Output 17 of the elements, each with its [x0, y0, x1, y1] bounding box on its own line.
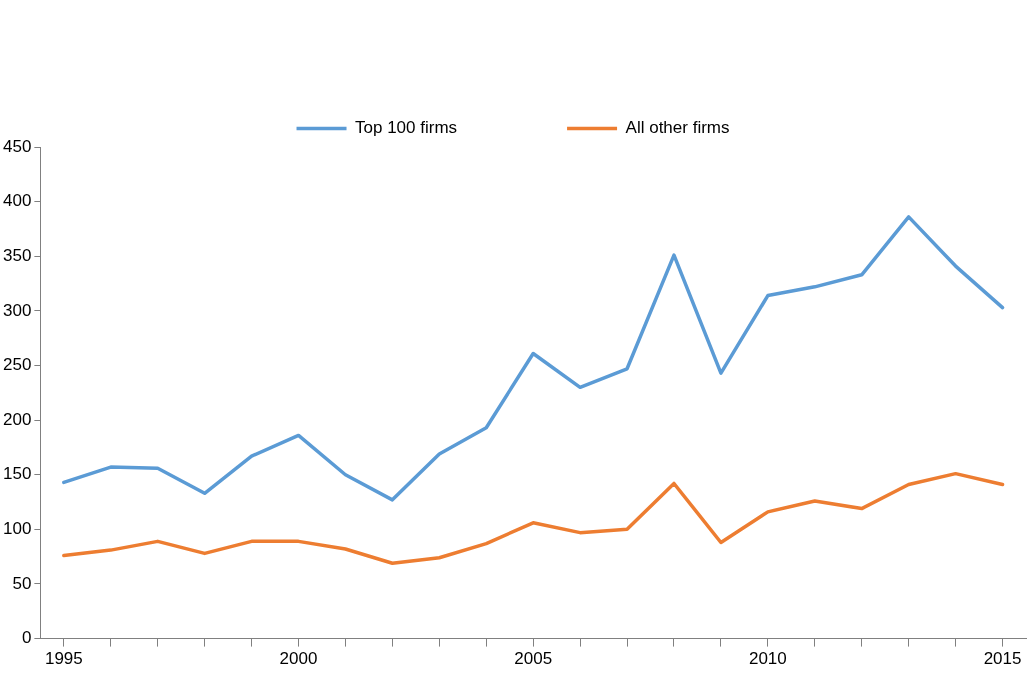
- y-tick-label: 250: [2, 355, 32, 375]
- y-tick-label: 150: [2, 464, 32, 484]
- y-tick-label: 0: [21, 628, 32, 648]
- y-tick-label: 400: [2, 191, 32, 211]
- x-tick-label: 1995: [44, 649, 83, 669]
- y-tick-label: 350: [2, 245, 32, 265]
- y-tick-label: 200: [2, 409, 32, 429]
- legend-label: All other firms: [625, 118, 730, 138]
- x-tick-label: 2005: [514, 649, 553, 669]
- y-tick-label: 50: [12, 573, 32, 593]
- x-tick-label: 2015: [983, 649, 1022, 669]
- x-tick-label: 2010: [748, 649, 787, 669]
- y-tick-label: 300: [2, 300, 32, 320]
- y-tick-label: 450: [2, 136, 32, 156]
- x-tick-label: 2000: [279, 649, 318, 669]
- y-tick-label: 100: [2, 519, 32, 539]
- legend-label: Top 100 firms: [355, 118, 458, 138]
